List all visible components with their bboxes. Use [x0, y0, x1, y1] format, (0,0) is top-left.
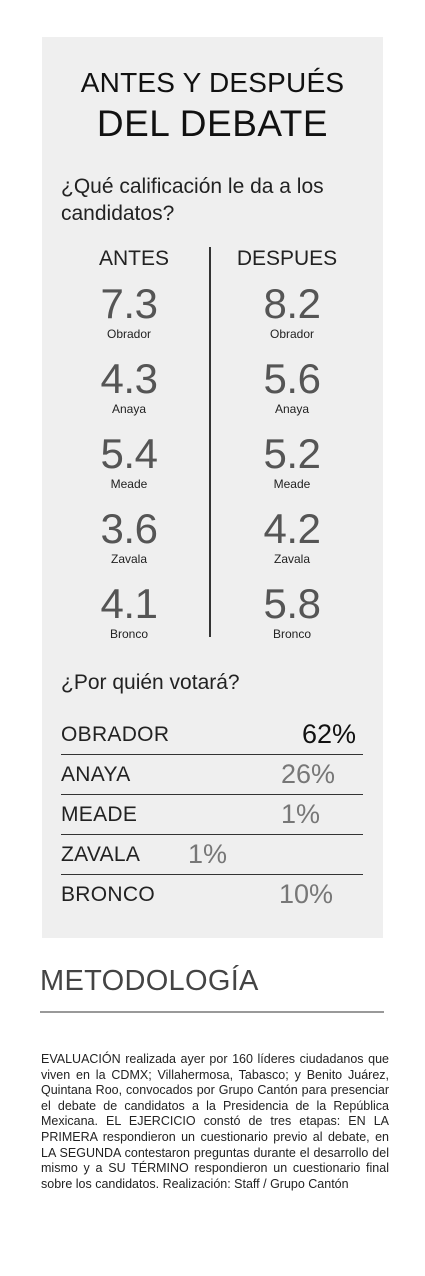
candidate-label-after-zavala: Zavala — [273, 552, 311, 566]
title-line-2: DEL DEBATE — [96, 103, 329, 144]
methodology-text: EVALUACIÓN realizada ayer por 160 lídere… — [41, 1052, 389, 1191]
vote-candidate-label: BRONCO — [61, 883, 155, 906]
vote-candidate-label: MEADE — [61, 803, 138, 826]
vote-row-divider — [61, 753, 363, 755]
vote-row-divider — [61, 833, 363, 835]
vote-candidate-label: ANAYA — [61, 763, 131, 786]
candidate-label-before-obrador: Obrador — [106, 327, 152, 341]
candidate-label-after-bronco: Bronco — [272, 627, 312, 641]
vote-candidate-label: OBRADOR — [61, 723, 170, 746]
methodology-title: METODOLOGÍA — [40, 965, 259, 997]
score-before-zavala: 3.6 — [100, 505, 158, 552]
vote-percentage: 62% — [302, 719, 357, 749]
methodology-divider — [40, 1011, 384, 1013]
vote-percentage: 10% — [279, 879, 334, 909]
vote-percentage: 1% — [281, 799, 321, 829]
score-before-anaya: 4.3 — [100, 355, 158, 402]
vote-row-obrador: OBRADOR 62% — [61, 715, 363, 755]
infographic-panel: ANTES Y DESPUÉS DEL DEBATE ¿Qué califica… — [42, 37, 383, 938]
score-before-obrador: 7.3 — [100, 280, 158, 327]
vote-percentage: 1% — [188, 839, 228, 869]
candidate-label-before-meade: Meade — [110, 477, 148, 491]
score-after-meade: 5.2 — [263, 430, 321, 477]
vote-row-zavala: ZAVALA 1% — [61, 835, 363, 875]
vote-row-divider — [61, 793, 363, 795]
before-column-header: ANTES — [98, 247, 169, 270]
after-column-header: DESPUES — [236, 247, 338, 270]
vote-candidate-label: ZAVALA — [61, 843, 141, 866]
vote-row-bronco: BRONCO 10% — [61, 875, 363, 915]
rating-question: ¿Qué calificación le da a los candidatos… — [61, 175, 324, 225]
score-after-bronco: 5.8 — [263, 580, 321, 627]
score-after-anaya: 5.6 — [263, 355, 321, 402]
vote-question: ¿Por quién votará? — [61, 671, 240, 694]
candidate-label-after-meade: Meade — [273, 477, 311, 491]
score-after-zavala: 4.2 — [263, 505, 321, 552]
candidate-label-before-anaya: Anaya — [111, 402, 147, 416]
vote-row-meade: MEADE 1% — [61, 795, 363, 835]
candidate-label-before-bronco: Bronco — [109, 627, 149, 641]
candidate-label-before-zavala: Zavala — [110, 552, 148, 566]
candidate-label-after-obrador: Obrador — [269, 327, 315, 341]
score-before-bronco: 4.1 — [100, 580, 158, 627]
title-line-1: ANTES Y DESPUÉS — [80, 67, 345, 98]
vote-row-divider — [61, 873, 363, 875]
vote-row-anaya: ANAYA 26% — [61, 755, 363, 795]
score-before-meade: 5.4 — [100, 430, 158, 477]
vote-percentage: 26% — [281, 759, 336, 789]
candidate-label-after-anaya: Anaya — [274, 402, 310, 416]
score-after-obrador: 8.2 — [263, 280, 321, 327]
column-divider — [209, 247, 211, 637]
